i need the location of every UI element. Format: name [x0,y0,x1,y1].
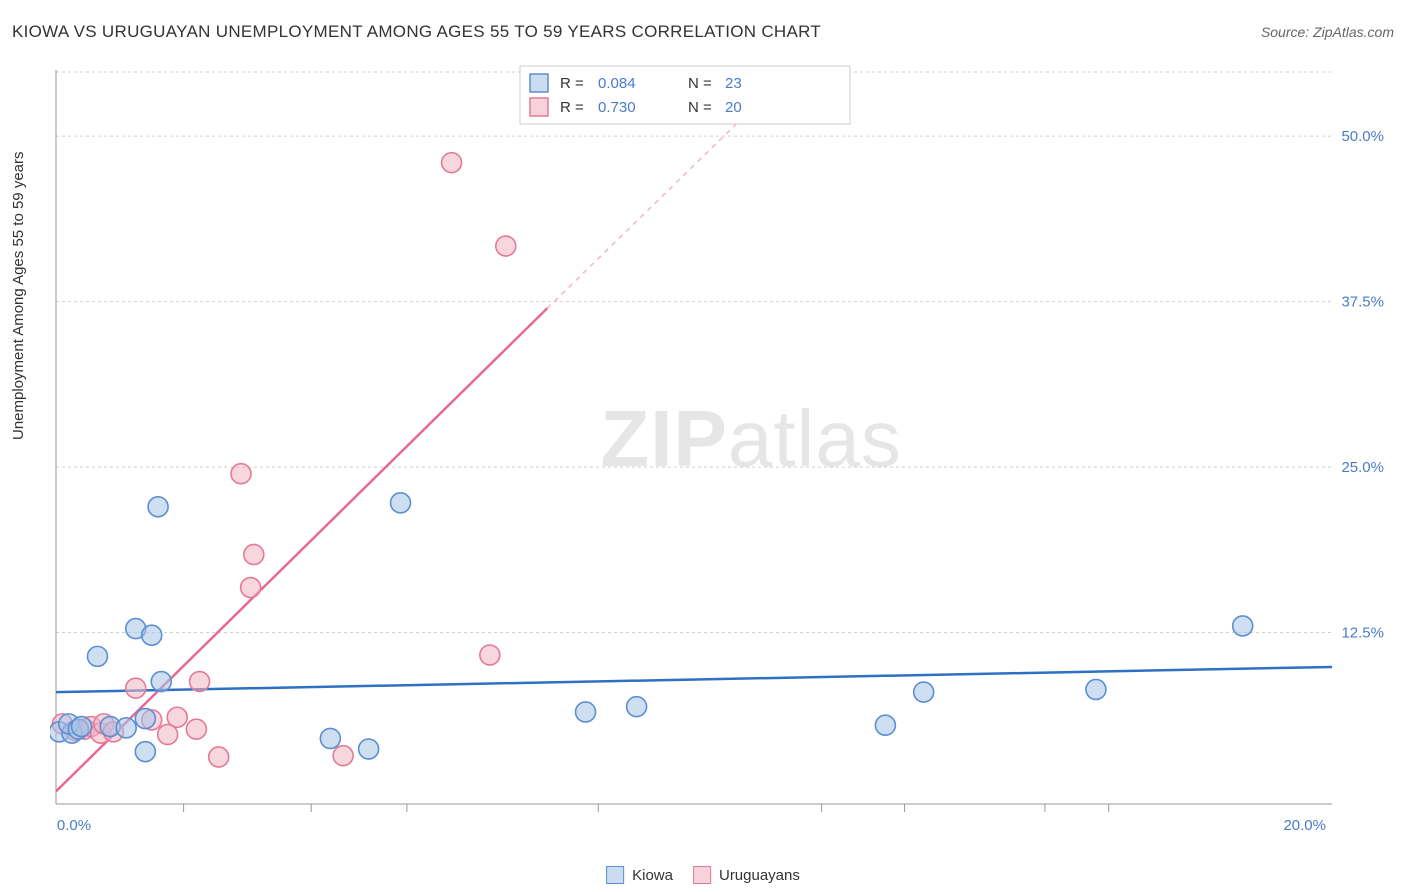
svg-text:12.5%: 12.5% [1341,625,1384,642]
svg-text:0.084: 0.084 [598,75,636,92]
svg-text:N =: N = [688,75,712,92]
legend-item-uruguayans: Uruguayans [693,866,800,884]
svg-text:R =: R = [560,99,584,116]
legend-label: Kiowa [632,867,673,884]
svg-text:R =: R = [560,75,584,92]
chart-svg: 12.5% 25.0% 37.5% 50.0% 0.0% 20.0% R = 0.084 N =… [50,58,1392,838]
svg-text:N =: N = [688,99,712,116]
svg-text:20.0%: 20.0% [1283,817,1326,834]
svg-text:0.730: 0.730 [598,99,636,116]
correlation-scatter-chart: ZIPatlas 12.5%25.0%37.5%50.0%0.0%20.0%R … [50,58,1392,838]
legend-swatch-uruguayans [693,866,711,884]
legend-label: Uruguayans [719,867,800,884]
svg-text:23: 23 [725,75,742,92]
svg-text:25.0%: 25.0% [1341,459,1384,476]
svg-text:0.0%: 0.0% [57,817,91,834]
legend-item-kiowa: Kiowa [606,866,673,884]
source-attribution: Source: ZipAtlas.com [1261,24,1394,40]
page-title: KIOWA VS URUGUAYAN UNEMPLOYMENT AMONG AG… [12,22,821,42]
svg-text:20: 20 [725,99,742,116]
series-legend: Kiowa Uruguayans [606,866,800,884]
y-axis-label: Unemployment Among Ages 55 to 59 years [10,151,27,440]
legend-swatch-kiowa [606,866,624,884]
svg-text:50.0%: 50.0% [1341,128,1384,145]
svg-text:37.5%: 37.5% [1341,294,1384,311]
